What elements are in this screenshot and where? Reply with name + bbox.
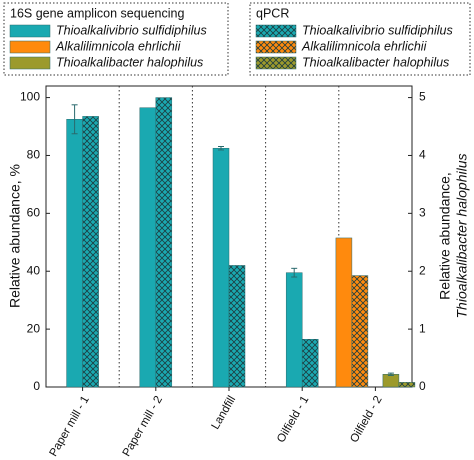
y-tick-label: 100 (20, 90, 40, 104)
error-bar (291, 267, 298, 278)
legend-label: Alkalilimnicola ehrlichii (55, 39, 182, 53)
y-tick-label: 40 (27, 263, 41, 277)
y2-axis-title: Relative abundance, (437, 172, 453, 300)
legend-swatch (9, 40, 51, 54)
y2-axis-title: Thioalkalibacter halophilus (454, 154, 470, 319)
y-axis-title: Relative abundance, % (7, 164, 23, 308)
legend-title: qPCR (256, 6, 289, 20)
y2-tick-label: 5 (419, 90, 426, 104)
error-bar (71, 104, 78, 135)
bar (351, 275, 369, 388)
bar (301, 338, 319, 388)
y-tick-label: 80 (27, 148, 41, 162)
bar (398, 382, 416, 388)
bar (382, 374, 400, 388)
bar (285, 272, 303, 388)
bar (212, 147, 230, 388)
legend-swatch (255, 40, 297, 54)
legend-swatch (9, 56, 51, 70)
x-tick-label: Oilfield - 2 (348, 394, 384, 445)
legend-label: Alkalilimnicola ehrlichii (301, 39, 428, 53)
y2-tick-label: 1 (419, 321, 426, 335)
bar (66, 119, 83, 388)
legend-label: Thioalkalibacter halophilus (56, 55, 203, 69)
y-tick-label: 0 (33, 379, 40, 393)
x-tick-label: Paper mill - 1 (48, 394, 92, 459)
bar (335, 237, 353, 388)
legend-label: Thioalkalibacter halophilus (302, 55, 449, 69)
error-bar (218, 145, 224, 151)
x-tick-label: Landfill (210, 394, 239, 432)
y2-tick-label: 0 (419, 379, 426, 393)
y-tick-label: 20 (27, 321, 41, 335)
legend-swatch (9, 24, 51, 38)
bar (139, 107, 157, 388)
legend-swatch (255, 24, 297, 38)
y2-tick-label: 3 (419, 206, 426, 220)
y-tick-label: 60 (27, 206, 41, 220)
x-tick-label: Oilfield - 1 (275, 394, 311, 445)
bar (228, 265, 246, 388)
legend-swatch (255, 56, 297, 70)
legend-label: Thioalkalivibrio sulfidiphilus (56, 23, 207, 37)
x-tick-label: Paper mill - 2 (121, 394, 165, 459)
legend-label: Thioalkalivibrio sulfidiphilus (302, 23, 453, 37)
bar (155, 97, 173, 388)
legend-title: 16S gene amplicon sequencing (10, 6, 184, 20)
error-bar (387, 372, 394, 376)
y2-tick-label: 4 (419, 148, 426, 162)
bar (82, 116, 99, 388)
y2-tick-label: 2 (419, 263, 426, 277)
